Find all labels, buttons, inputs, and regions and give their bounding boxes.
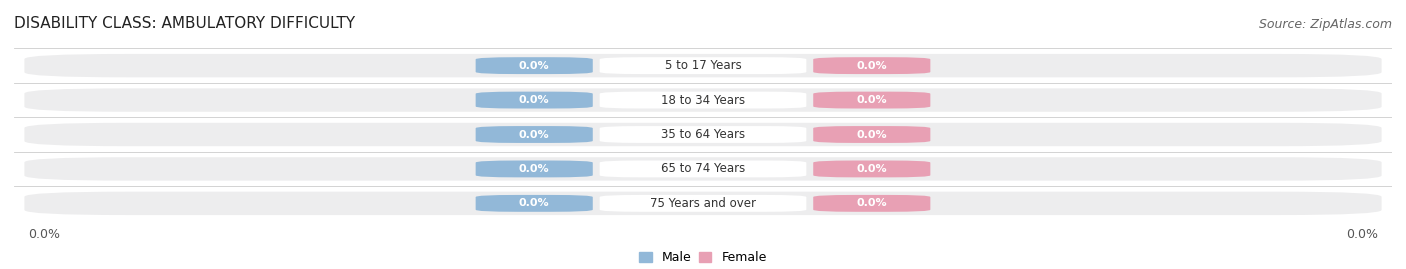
FancyBboxPatch shape <box>24 157 1382 181</box>
FancyBboxPatch shape <box>599 161 807 177</box>
Text: 0.0%: 0.0% <box>856 61 887 71</box>
Text: 35 to 64 Years: 35 to 64 Years <box>661 128 745 141</box>
Text: 0.0%: 0.0% <box>519 61 550 71</box>
Legend: Male, Female: Male, Female <box>634 246 772 269</box>
Text: 0.0%: 0.0% <box>519 95 550 105</box>
Text: 0.0%: 0.0% <box>856 198 887 208</box>
FancyBboxPatch shape <box>24 88 1382 112</box>
Text: 0.0%: 0.0% <box>519 129 550 140</box>
Text: 0.0%: 0.0% <box>28 228 60 241</box>
FancyBboxPatch shape <box>813 195 931 212</box>
Text: 0.0%: 0.0% <box>519 198 550 208</box>
FancyBboxPatch shape <box>24 192 1382 215</box>
FancyBboxPatch shape <box>813 126 931 143</box>
FancyBboxPatch shape <box>813 92 931 108</box>
Text: DISABILITY CLASS: AMBULATORY DIFFICULTY: DISABILITY CLASS: AMBULATORY DIFFICULTY <box>14 16 356 31</box>
FancyBboxPatch shape <box>813 161 931 177</box>
FancyBboxPatch shape <box>599 57 807 74</box>
Text: 65 to 74 Years: 65 to 74 Years <box>661 162 745 175</box>
FancyBboxPatch shape <box>24 123 1382 146</box>
Text: Source: ZipAtlas.com: Source: ZipAtlas.com <box>1258 18 1392 31</box>
FancyBboxPatch shape <box>599 195 807 212</box>
Text: 0.0%: 0.0% <box>856 129 887 140</box>
Text: 0.0%: 0.0% <box>519 164 550 174</box>
Text: 0.0%: 0.0% <box>856 95 887 105</box>
FancyBboxPatch shape <box>24 54 1382 77</box>
FancyBboxPatch shape <box>475 195 593 212</box>
Text: 75 Years and over: 75 Years and over <box>650 197 756 210</box>
FancyBboxPatch shape <box>599 92 807 108</box>
Text: 5 to 17 Years: 5 to 17 Years <box>665 59 741 72</box>
FancyBboxPatch shape <box>475 161 593 177</box>
FancyBboxPatch shape <box>475 126 593 143</box>
FancyBboxPatch shape <box>475 92 593 108</box>
FancyBboxPatch shape <box>475 57 593 74</box>
Text: 0.0%: 0.0% <box>856 164 887 174</box>
FancyBboxPatch shape <box>813 57 931 74</box>
Text: 0.0%: 0.0% <box>1346 228 1378 241</box>
FancyBboxPatch shape <box>599 126 807 143</box>
Text: 18 to 34 Years: 18 to 34 Years <box>661 94 745 107</box>
